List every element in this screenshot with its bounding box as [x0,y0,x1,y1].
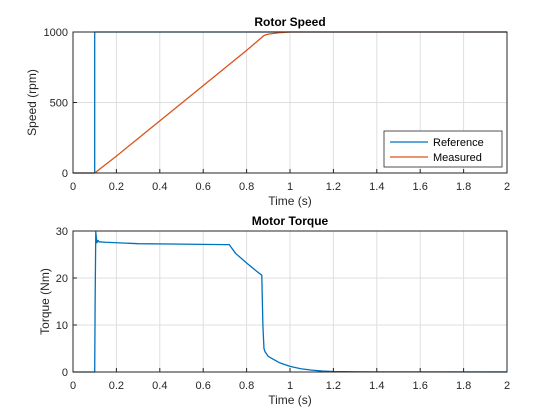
x-tick-label: 0.8 [239,380,254,392]
x-tick-label: 0.4 [152,380,167,392]
y-tick-label: 1000 [44,27,68,39]
x-tick-label: 0.6 [196,181,211,193]
speed-plot-ticks: 0 0.2 0.4 0.6 0.8 1 1.2 1.4 1.6 1.8 2 0 500 1000 [44,27,511,193]
speed-plot-xlabel: Time (s) [268,194,312,208]
y-tick-label: 500 [50,98,68,110]
x-tick-label: 1.2 [326,380,341,392]
x-tick-label: 0.6 [196,380,211,392]
x-tick-label: 1 [287,380,293,392]
y-tick-label: 0 [62,168,68,180]
y-tick-label: 20 [56,273,68,285]
x-tick-label: 0.4 [152,181,167,193]
x-tick-label: 0.8 [239,181,254,193]
speed-plot-title: Rotor Speed [254,15,325,29]
torque-plot: Motor Torque 0 0.2 0.4 0.6 0.8 1 1.2 1.4 1.6 1.8 2… [38,214,510,407]
x-tick-label: 1.6 [413,380,428,392]
series-line [73,231,508,373]
torque-plot-xlabel: Time (s) [268,393,312,407]
y-tick-label: 10 [56,320,68,332]
speed-plot-ylabel: Speed (rpm) [25,69,39,136]
x-tick-label: 1.8 [456,181,471,193]
y-tick-label: 30 [56,226,68,238]
torque-plot-ylabel: Torque (Nm) [38,268,52,335]
x-tick-label: 0.2 [109,380,124,392]
x-tick-label: 2 [504,181,510,193]
torque-plot-grid [72,230,508,373]
x-tick-label: 0 [70,181,76,193]
x-tick-label: 0.2 [109,181,124,193]
speed-plot-legend: Reference Measured [383,130,503,168]
y-tick-label: 0 [62,367,68,379]
x-tick-label: 0 [70,380,76,392]
x-tick-label: 1.4 [369,380,384,392]
torque-plot-series [73,231,508,373]
speed-plot: Rotor Speed 0 0.2 0.4 0.6 0.8 1 1.2 1.4 1.6 1.8 20… [25,15,510,208]
x-tick-label: 1 [287,181,293,193]
x-tick-label: 1.4 [369,181,384,193]
torque-plot-title: Motor Torque [252,214,329,228]
x-tick-label: 2 [504,380,510,392]
x-tick-label: 1.2 [326,181,341,193]
legend-reference-label: Reference [433,137,484,149]
x-tick-label: 1.8 [456,380,471,392]
legend-measured-label: Measured [433,152,482,164]
x-tick-label: 1.6 [413,181,428,193]
legend-box [383,130,503,168]
